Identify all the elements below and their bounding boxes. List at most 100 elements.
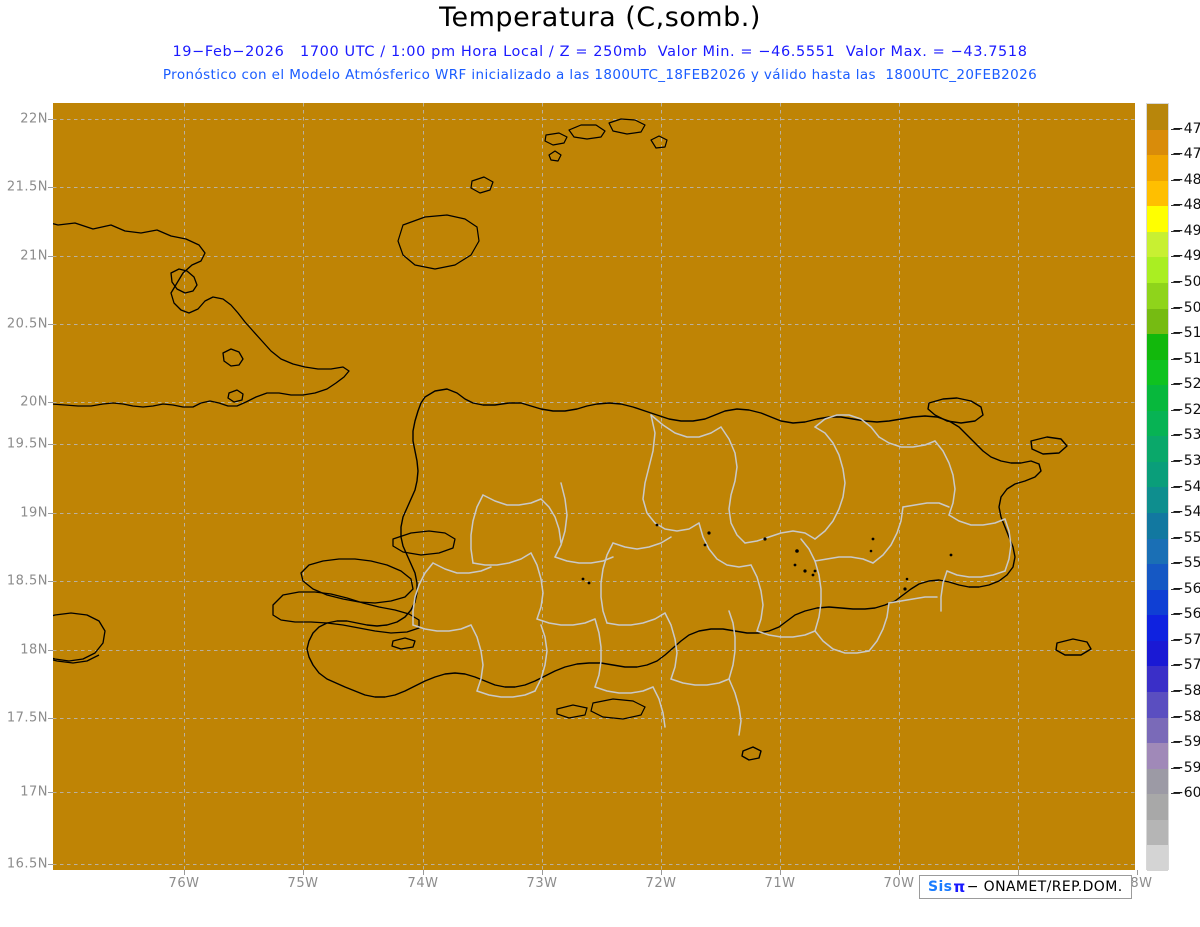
colorbar-tick-label: −50 bbox=[1172, 273, 1200, 290]
y-axis-tick-label: 20N bbox=[20, 394, 48, 410]
gridline-horizontal bbox=[53, 792, 1135, 793]
x-axis-tick-mark bbox=[899, 870, 900, 875]
provider-logo: Sis π − ONAMET/REP.DOM. bbox=[919, 875, 1132, 899]
colorbar-tick-label: −55 bbox=[1172, 529, 1200, 546]
gridline-horizontal bbox=[53, 581, 1135, 582]
colorbar-tick-mark bbox=[1171, 691, 1180, 693]
colorbar-tick-mark bbox=[1171, 128, 1180, 130]
colorbar-tick-label: −53.5 bbox=[1172, 452, 1200, 469]
gridline-vertical bbox=[542, 103, 543, 870]
colorbar-tick-mark bbox=[1171, 793, 1180, 795]
gridline-horizontal bbox=[53, 324, 1135, 325]
x-axis-tick-mark bbox=[542, 870, 543, 875]
y-axis-tick-label: 21N bbox=[20, 248, 48, 264]
logo-agency-text: − ONAMET/REP.DOM. bbox=[966, 879, 1123, 895]
forecast-info-line: 19−Feb−2026 1700 UTC / 1:00 pm Hora Loca… bbox=[172, 44, 1028, 60]
colorbar-tick-mark bbox=[1171, 333, 1180, 335]
x-axis-tick-mark bbox=[661, 870, 662, 875]
y-axis-tick-label: 18.5N bbox=[6, 573, 48, 589]
y-axis-tick-mark bbox=[48, 581, 53, 582]
pi-icon: π bbox=[953, 878, 966, 896]
x-axis-tick-mark bbox=[1018, 870, 1019, 875]
gridline-horizontal bbox=[53, 256, 1135, 257]
colorbar-tick-label: −54 bbox=[1172, 478, 1200, 495]
x-axis-tick-label: 72W bbox=[645, 876, 677, 891]
colorbar-band bbox=[1147, 691, 1168, 718]
colorbar-band bbox=[1147, 334, 1168, 360]
colorbar-tick-mark bbox=[1171, 307, 1180, 309]
colorbar-tick-mark bbox=[1171, 563, 1180, 565]
colorbar-tick-label: −51 bbox=[1172, 325, 1200, 342]
colorbar-tick-mark bbox=[1171, 588, 1180, 590]
colorbar-tick-label: −57.5 bbox=[1172, 657, 1200, 674]
colorbar-band bbox=[1147, 206, 1168, 232]
colorbar-band bbox=[1147, 359, 1168, 386]
gridline-horizontal bbox=[53, 650, 1135, 651]
y-axis-tick-label: 16.5N bbox=[6, 856, 48, 872]
colorbar-tick-mark bbox=[1171, 409, 1180, 411]
colorbar-band bbox=[1147, 845, 1168, 871]
y-axis-tick-mark bbox=[48, 864, 53, 865]
x-axis-tick-mark bbox=[423, 870, 424, 875]
colorbar-tick-mark bbox=[1171, 665, 1180, 667]
y-axis-tick-mark bbox=[48, 513, 53, 514]
colorbar-band bbox=[1147, 743, 1168, 769]
colorbar-band bbox=[1147, 487, 1168, 513]
colorbar-tick-label: −48.5 bbox=[1172, 197, 1200, 214]
colorbar-band bbox=[1147, 461, 1168, 488]
colorbar-tick-mark bbox=[1171, 435, 1180, 437]
colorbar-tick-label: −60 bbox=[1172, 785, 1200, 802]
gridline-vertical bbox=[899, 103, 900, 870]
colorbar-band bbox=[1147, 768, 1168, 795]
colorbar-tick-mark bbox=[1171, 716, 1180, 718]
colorbar-band bbox=[1147, 308, 1168, 335]
colorbar-tick-mark bbox=[1171, 639, 1180, 641]
gridline-vertical bbox=[303, 103, 304, 870]
colorbar-tick-mark bbox=[1171, 256, 1180, 258]
y-axis-tick-label: 22N bbox=[20, 111, 48, 127]
colorbar-tick-label: −48 bbox=[1172, 171, 1200, 188]
map-plot-area[interactable] bbox=[53, 103, 1135, 870]
colorbar-tick-mark bbox=[1171, 742, 1180, 744]
gridline-horizontal bbox=[53, 444, 1135, 445]
colorbar-band bbox=[1147, 615, 1168, 641]
colorbar-band bbox=[1147, 282, 1168, 309]
y-axis-tick-label: 19N bbox=[20, 505, 48, 521]
x-axis-tick-mark bbox=[1137, 870, 1138, 875]
y-axis-tick-mark bbox=[48, 444, 53, 445]
gridline-vertical bbox=[423, 103, 424, 870]
colorbar-tick-label: −49 bbox=[1172, 222, 1200, 239]
colorbar-tick-mark bbox=[1171, 537, 1180, 539]
colorbar-tick-label: −55.5 bbox=[1172, 555, 1200, 572]
colorbar-tick-mark bbox=[1171, 767, 1180, 769]
x-axis-tick-label: 76W bbox=[168, 876, 200, 891]
colorbar-band bbox=[1147, 257, 1168, 283]
colorbar-band bbox=[1147, 104, 1168, 130]
colorbar-band bbox=[1147, 385, 1168, 411]
y-axis-tick-mark bbox=[48, 718, 53, 719]
y-axis-tick-mark bbox=[48, 650, 53, 651]
colorbar-tick-label: −58 bbox=[1172, 683, 1200, 700]
x-axis-tick-label: 74W bbox=[407, 876, 439, 891]
y-axis-tick-mark bbox=[48, 792, 53, 793]
gridline-horizontal bbox=[53, 718, 1135, 719]
y-axis-tick-label: 18N bbox=[20, 642, 48, 658]
colorbar-tick-mark bbox=[1171, 230, 1180, 232]
x-axis-tick-label: 73W bbox=[526, 876, 558, 891]
colorbar-tick-mark bbox=[1171, 512, 1180, 514]
logo-sis-text: Sis bbox=[928, 879, 953, 895]
colorbar-tick-label: −59.5 bbox=[1172, 759, 1200, 776]
y-axis-tick-label: 20.5N bbox=[6, 316, 48, 332]
colorbar-tick-label: −59 bbox=[1172, 734, 1200, 751]
model-info-line: Pronóstico con el Modelo Atmósferico WRF… bbox=[162, 67, 1038, 83]
colorbar-tick-mark bbox=[1171, 154, 1180, 156]
y-axis-tick-mark bbox=[48, 256, 53, 257]
colorbar-tick-label: −51.5 bbox=[1172, 350, 1200, 367]
x-axis-tick-label: 75W bbox=[287, 876, 319, 891]
colorbar-tick-label: −56.5 bbox=[1172, 606, 1200, 623]
colorbar-tick-label: −53 bbox=[1172, 427, 1200, 444]
y-axis-tick-mark bbox=[48, 187, 53, 188]
y-axis-tick-mark bbox=[48, 324, 53, 325]
colorbar-tick-label: −50.5 bbox=[1172, 299, 1200, 316]
page-title: Temperatura (C,somb.) bbox=[439, 2, 761, 33]
